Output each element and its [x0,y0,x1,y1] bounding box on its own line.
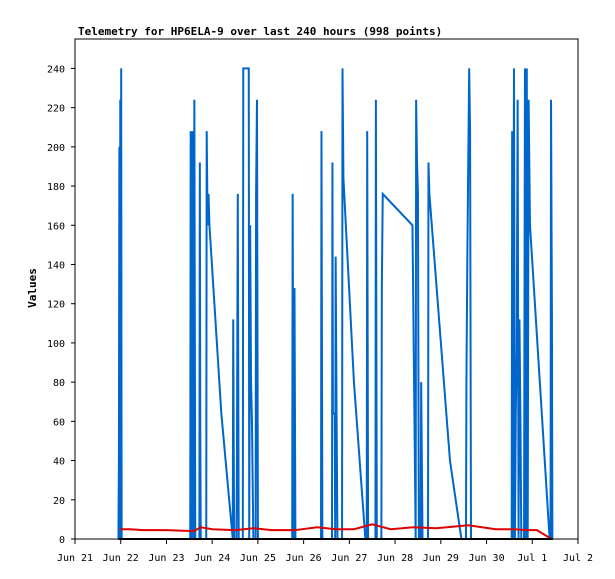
y-tick-label: 160 [47,221,65,232]
x-tick-label: Jun 28 [377,553,413,564]
y-tick-label: 80 [53,378,65,389]
series-line-2 [120,523,552,540]
y-tick-label: 180 [47,182,65,193]
x-tick-label: Jul 1 [517,553,547,564]
y-tick-label: 240 [47,64,65,75]
x-tick-label: Jun 22 [103,553,139,564]
series-layer [117,67,554,540]
x-tick-label: Jun 24 [194,553,230,564]
y-tick-label: 20 [53,496,65,507]
y-tick-label: 220 [47,104,65,115]
x-tick-label: Jun 30 [468,553,504,564]
plot-area [74,38,579,540]
y-tick-label: 40 [53,457,65,468]
y-axis-label: Values [26,268,39,308]
y-axis-ticks: 0 20 40 60 80 100 120 140 160 180 200 220 240 [47,64,75,546]
y-tick-label: 0 [59,535,65,546]
x-axis-ticks: Jun 21 Jun 22 Jun 23 Jun 24 Jun 25 Jun 26 Jun … [57,539,593,564]
x-tick-label: Jun 29 [423,553,459,564]
x-tick-label: Jun 25 [240,553,276,564]
y-tick-label: 120 [47,300,65,311]
y-tick-label: 100 [47,339,65,350]
x-tick-label: Jun 27 [331,553,367,564]
y-tick-label: 140 [47,260,65,271]
x-tick-label: Jun 26 [286,553,322,564]
y-tick-label: 200 [47,143,65,154]
y-tick-label: 60 [53,417,65,428]
x-tick-label: Jul 2 [563,553,593,564]
x-tick-label: Jun 23 [148,553,184,564]
chart-title: Telemetry for HP6ELA-9 over last 240 hou… [78,25,442,38]
x-tick-label: Jun 21 [57,553,93,564]
